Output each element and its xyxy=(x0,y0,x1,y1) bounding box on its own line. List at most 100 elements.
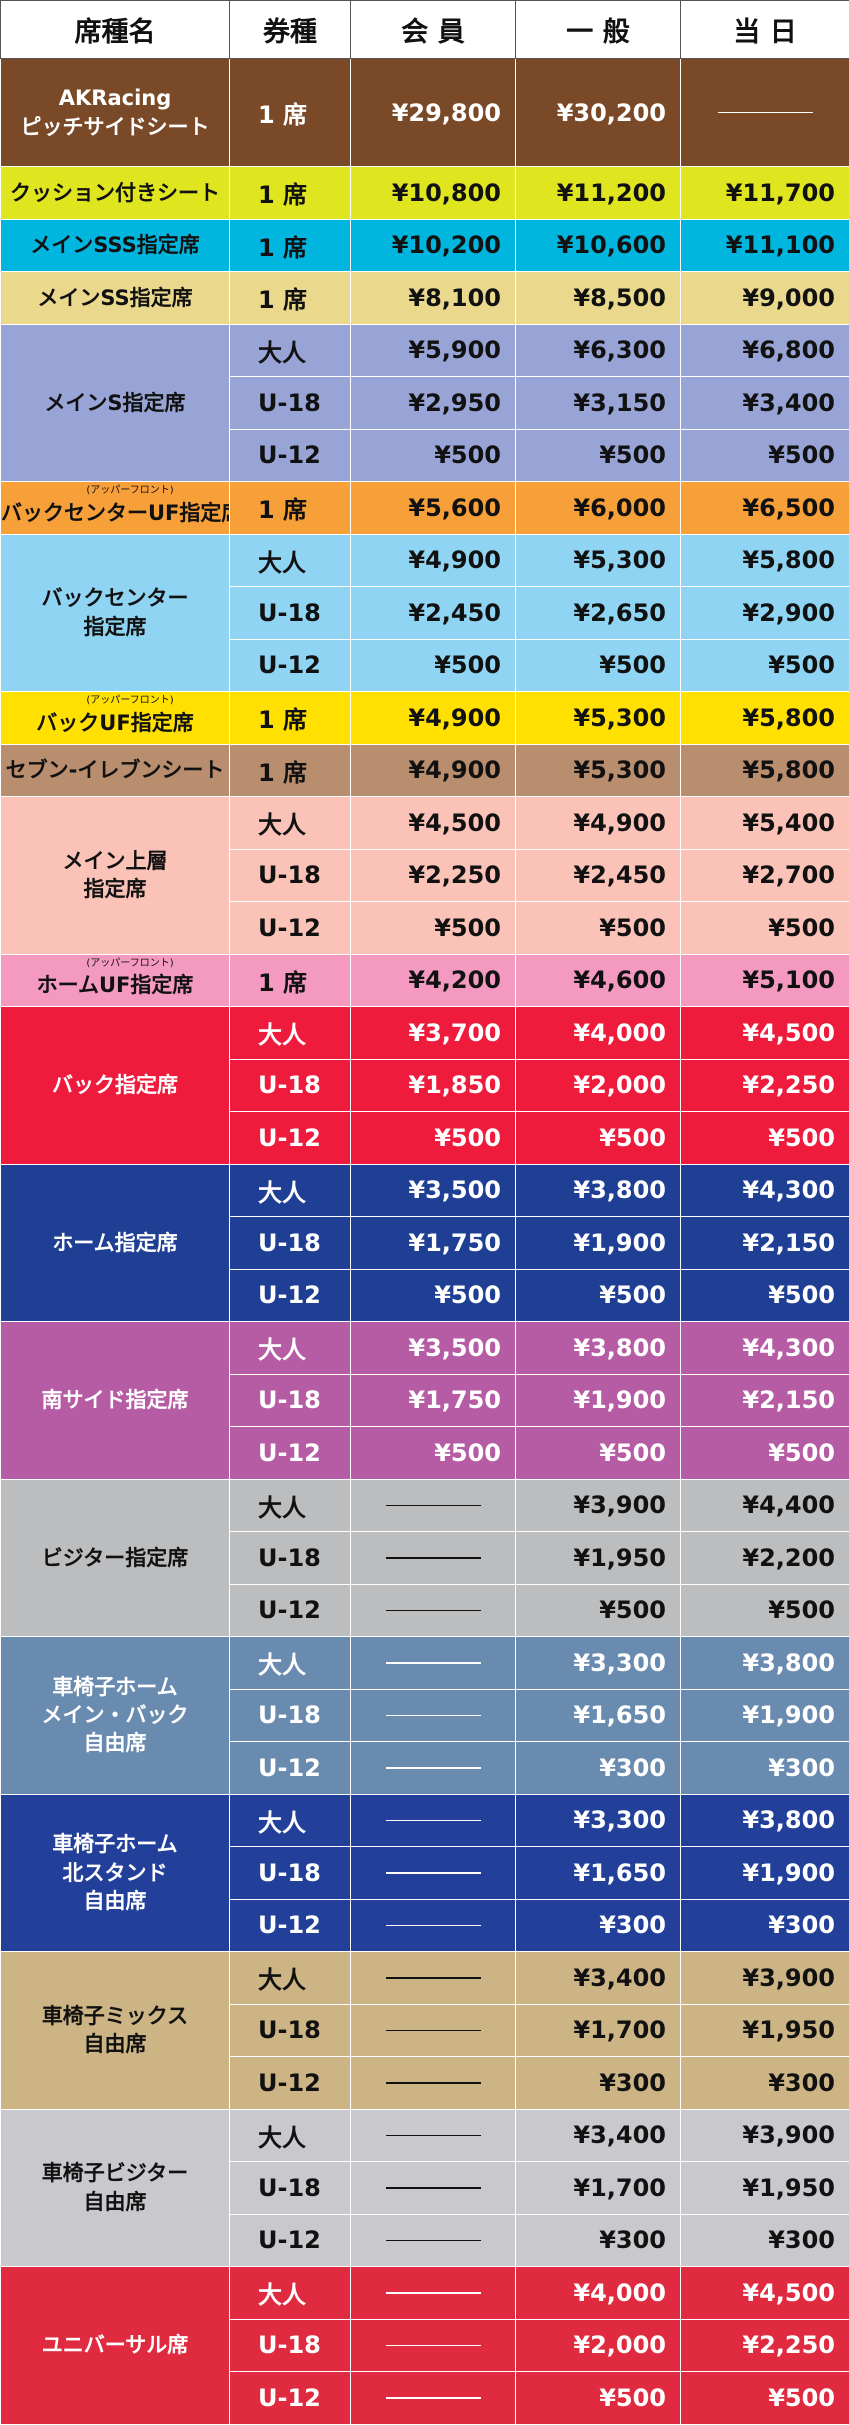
name-line: 車椅子ホーム xyxy=(52,1674,178,1699)
name-line: メインSSS指定席 xyxy=(30,233,200,258)
table-row: バックセンター 指定席 大人 ¥4,900 ¥5,300 ¥5,800 xyxy=(0,533,849,692)
price-empty xyxy=(350,1636,516,1690)
price: ¥1,750 xyxy=(350,1373,516,1427)
seat-name: ビジター指定席 xyxy=(0,1478,230,1637)
name-line: ピッチサイドシート xyxy=(20,114,210,139)
price: ¥1,750 xyxy=(350,1216,516,1270)
price: ¥2,900 xyxy=(680,586,849,640)
table-row: (アッパーフロント) ホームUF指定席 1 席 ¥4,200 ¥4,600 ¥5,100 xyxy=(0,953,849,1007)
price: ¥1,900 xyxy=(515,1373,681,1427)
ticket-type: U-12 xyxy=(229,2213,351,2267)
name-line: 車椅子ホーム xyxy=(52,1832,178,1857)
price: ¥2,650 xyxy=(515,586,681,640)
price: ¥500 xyxy=(350,428,516,482)
table-row: AKRacing ピッチサイドシート 1 席 ¥29,800 ¥30,200 xyxy=(0,58,849,167)
table-row: ビジター指定席 大人 ¥3,900 ¥4,400 xyxy=(0,1478,849,1637)
seat-name: (アッパーフロント) バックセンターUF指定席 xyxy=(0,481,230,535)
price: ¥500 xyxy=(350,1268,516,1322)
price: ¥500 xyxy=(680,638,849,692)
name-line: 自由席 xyxy=(83,1731,147,1756)
price: ¥8,500 xyxy=(515,271,681,325)
ruby: (アッパーフロント) xyxy=(86,695,174,706)
price: ¥3,900 xyxy=(680,2108,849,2162)
price: ¥2,250 xyxy=(350,848,516,902)
table-row: 車椅子ミックス 自由席 大人 ¥3,400 ¥3,900 xyxy=(0,1951,849,2110)
dash xyxy=(717,111,813,114)
ticket-type: U-18 xyxy=(229,1846,351,1900)
price: ¥3,400 xyxy=(515,1951,681,2005)
price: ¥3,500 xyxy=(350,1163,516,1217)
price: ¥3,500 xyxy=(350,1321,516,1375)
price: ¥3,300 xyxy=(515,1793,681,1847)
price-empty xyxy=(350,1741,516,1795)
price: ¥500 xyxy=(515,901,681,955)
name-line: 北スタンド xyxy=(62,1860,168,1885)
price: ¥500 xyxy=(515,638,681,692)
ticket-type: U-12 xyxy=(229,428,351,482)
price: ¥5,400 xyxy=(680,796,849,850)
price: ¥2,150 xyxy=(680,1216,849,1270)
dash xyxy=(385,1819,481,1821)
seat-name: メインSSS指定席 xyxy=(0,218,230,272)
table-row: メインSS指定席 1 席 ¥8,100 ¥8,500 ¥9,000 xyxy=(0,271,849,325)
ticket-type: U-18 xyxy=(229,848,351,902)
table-body: AKRacing ピッチサイドシート 1 席 ¥29,800 ¥30,200 クッション付… xyxy=(0,58,849,2425)
ticket-type: U-12 xyxy=(229,1583,351,1637)
ticket-type: 1 席 xyxy=(229,743,351,797)
ticket-type: 1 席 xyxy=(229,481,351,535)
table-row: 南サイド指定席 大人 ¥3,500 ¥3,800 ¥4,300 xyxy=(0,1321,849,1480)
ticket-type: 大人 xyxy=(229,1478,351,1532)
price-empty xyxy=(350,1951,516,2005)
table-row: メインS指定席 大人 ¥5,900 ¥6,300 ¥6,800 xyxy=(0,323,849,482)
price: ¥500 xyxy=(350,1426,516,1480)
price-empty xyxy=(680,58,849,167)
ticket-type: U-12 xyxy=(229,638,351,692)
ticket-type: 大人 xyxy=(229,1321,351,1375)
price: ¥5,800 xyxy=(680,533,849,587)
name-line: ホーム指定席 xyxy=(52,1230,178,1255)
price: ¥4,600 xyxy=(515,953,681,1007)
price: ¥3,800 xyxy=(680,1793,849,1847)
price: ¥500 xyxy=(515,1268,681,1322)
seat-name: 南サイド指定席 xyxy=(0,1321,230,1480)
dash xyxy=(385,2134,481,2136)
ticket-type: U-18 xyxy=(229,2003,351,2057)
dash xyxy=(385,2344,481,2346)
seat-name: ユニバーサル席 xyxy=(0,2266,230,2425)
price-empty xyxy=(350,1846,516,1900)
header-cell: 当 日 xyxy=(680,0,849,59)
table-row: (アッパーフロント) バックセンターUF指定席 1 席 ¥5,600 ¥6,000 ¥6,… xyxy=(0,481,849,535)
price: ¥6,800 xyxy=(680,323,849,377)
seat-name: (アッパーフロント) バックUF指定席 xyxy=(0,691,230,745)
header-cell: 券種 xyxy=(229,0,351,59)
ruby: (アッパーフロント) xyxy=(86,485,174,496)
price-empty xyxy=(350,1898,516,1952)
price: ¥500 xyxy=(680,1583,849,1637)
table-row: メインSSS指定席 1 席 ¥10,200 ¥10,600 ¥11,100 xyxy=(0,218,849,272)
table-row: (アッパーフロント) バックUF指定席 1 席 ¥4,900 ¥5,300 ¥5,800 xyxy=(0,691,849,745)
ticket-type: 1 席 xyxy=(229,271,351,325)
price: ¥300 xyxy=(680,2056,849,2110)
name-line: メイン・バック xyxy=(41,1703,189,1728)
header-cell: 席種名 xyxy=(0,0,230,59)
seat-name: バック指定席 xyxy=(0,1006,230,1165)
ticket-type: U-18 xyxy=(229,1373,351,1427)
price: ¥5,300 xyxy=(515,691,681,745)
price-empty xyxy=(350,2003,516,2057)
price: ¥1,900 xyxy=(515,1216,681,1270)
name-line: 自由席 xyxy=(83,2189,147,2214)
price: ¥500 xyxy=(680,1426,849,1480)
price: ¥5,300 xyxy=(515,743,681,797)
price: ¥500 xyxy=(350,1111,516,1165)
seat-name: メインS指定席 xyxy=(0,323,230,482)
table-row: U-12 ¥300 ¥300 xyxy=(0,2056,849,2110)
price: ¥11,100 xyxy=(680,218,849,272)
ticket-type: U-12 xyxy=(229,1741,351,1795)
price: ¥500 xyxy=(680,1111,849,1165)
ticket-type: 1 席 xyxy=(229,166,351,220)
dash xyxy=(385,2082,481,2084)
price: ¥2,950 xyxy=(350,376,516,430)
price: ¥4,900 xyxy=(350,691,516,745)
price: ¥2,700 xyxy=(680,848,849,902)
price: ¥5,800 xyxy=(680,743,849,797)
